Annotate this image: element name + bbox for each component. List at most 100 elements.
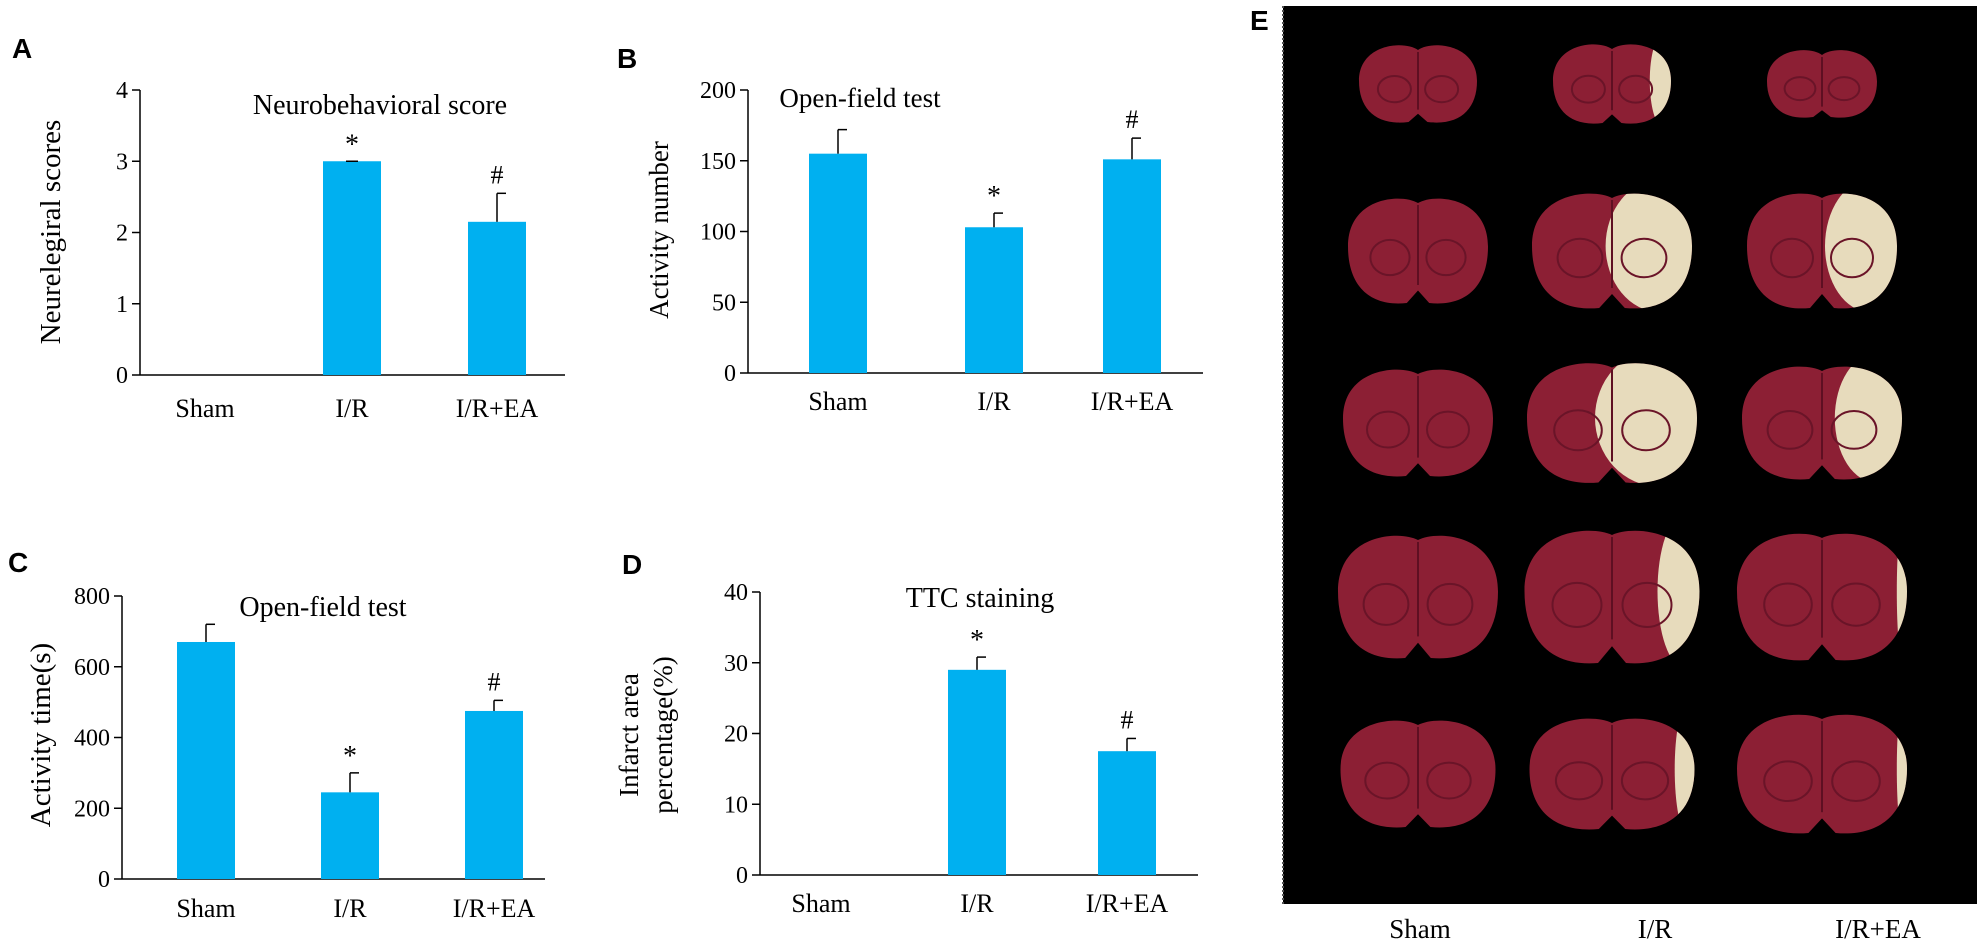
significance-marker: #: [491, 160, 504, 189]
y-tick-label: 600: [74, 655, 110, 681]
category-label: I/R: [335, 394, 369, 423]
inner-structure: [1783, 76, 1817, 102]
inner-structure: [1426, 410, 1470, 449]
inner-structure: [1620, 761, 1670, 801]
bar-i-r: [948, 669, 1006, 875]
inner-structure: [1621, 581, 1673, 628]
chart-panel-b: B Open-field test Activity number 0 50 100 150…: [617, 43, 1203, 416]
inner-structure: [1763, 760, 1813, 803]
chart-title: Open-field test: [239, 592, 406, 623]
inner-structure: [1766, 410, 1814, 450]
y-axis-label: Activity number: [644, 141, 674, 319]
significance-marker: *: [345, 129, 359, 160]
panel-letter: E: [1250, 5, 1269, 36]
category-label: I/R+EA: [1086, 889, 1169, 918]
y-tick-label: 4: [116, 78, 128, 104]
y-tick-label: 800: [74, 584, 110, 610]
category-label: I/R: [960, 889, 994, 918]
bar-i-r: [323, 161, 381, 375]
inner-structure: [1425, 238, 1467, 277]
category-label: Sham: [175, 394, 234, 423]
y-tick-label: 100: [700, 220, 736, 246]
y-axis-label: Infarct area: [614, 673, 644, 797]
significance-marker: #: [1126, 105, 1139, 134]
inner-structure: [1770, 237, 1814, 279]
category-label: I/R+EA: [456, 394, 539, 423]
inner-structure: [1554, 761, 1604, 801]
chart-panel-a: A Neurobehavioral score Neurelegiral score…: [12, 33, 565, 423]
y-axis-label: percentage(%): [648, 656, 678, 813]
y-tick-label: 0: [116, 363, 128, 389]
y-tick-label: 50: [712, 290, 736, 316]
inner-structure: [1827, 76, 1861, 102]
panel-letter: C: [8, 547, 28, 578]
category-label: I/R+EA: [1091, 387, 1174, 416]
inner-structure: [1426, 582, 1474, 626]
significance-marker: #: [1121, 705, 1134, 734]
panel-letter: A: [12, 33, 32, 64]
brain-slice: [1340, 720, 1496, 828]
inner-structure: [1424, 74, 1460, 104]
chart-title: TTC staining: [906, 583, 1055, 614]
y-axis-label: Activity time(s): [25, 643, 57, 827]
y-tick-label: 3: [116, 149, 128, 175]
panel-letter: D: [622, 549, 642, 580]
column-label: I/R+EA: [1835, 914, 1921, 944]
inner-structure: [1551, 581, 1603, 628]
significance-marker: *: [343, 741, 357, 772]
chart-panel-c: C Open-field test Activity time(s) 0 200 400 6…: [8, 547, 545, 923]
inner-structure: [1426, 761, 1472, 800]
category-label: Sham: [808, 387, 867, 416]
inner-structure: [1366, 410, 1410, 449]
y-tick-label: 20: [724, 722, 748, 748]
y-tick-label: 0: [98, 867, 110, 893]
inner-structure: [1556, 237, 1604, 279]
brain-slice: [1359, 45, 1477, 123]
inner-structure: [1553, 409, 1603, 452]
y-tick-label: 200: [700, 78, 736, 104]
chart-panel-d: D TTC staining Infarct area percentage(%) 0 1…: [614, 549, 1198, 918]
column-label: I/R: [1638, 914, 1673, 944]
y-tick-label: 10: [724, 792, 748, 818]
inner-structure: [1362, 582, 1410, 626]
bar-i-r: [321, 792, 379, 879]
inner-structure: [1620, 237, 1668, 279]
bar-i-r-ea: [468, 221, 526, 375]
inner-structure: [1621, 409, 1671, 452]
y-tick-label: 2: [116, 221, 128, 247]
panel-e-ttc-slices: E Sham I/R I/R+EA: [1250, 5, 1977, 944]
y-tick-label: 40: [724, 580, 748, 606]
y-tick-label: 150: [700, 149, 736, 175]
inner-structure: [1369, 238, 1411, 277]
brain-slice: [1343, 369, 1493, 477]
brain-slice: [1767, 50, 1877, 118]
brain-slice: [1737, 533, 1907, 661]
y-tick-label: 1: [116, 292, 128, 318]
y-axis-label: Neurelegiral scores: [35, 120, 67, 345]
inner-structure: [1831, 760, 1881, 803]
inner-structure: [1364, 761, 1410, 800]
brain-slice: [1338, 535, 1498, 659]
inner-structure: [1618, 74, 1654, 104]
bar-i-r: [965, 227, 1023, 373]
bar-sham: [809, 153, 867, 373]
chart-title: Open-field test: [779, 83, 941, 113]
category-label: Sham: [176, 894, 235, 923]
category-label: I/R+EA: [453, 894, 536, 923]
column-label: Sham: [1389, 914, 1451, 944]
y-tick-label: 0: [724, 361, 736, 387]
inner-structure: [1830, 237, 1874, 279]
significance-marker: *: [987, 181, 1001, 212]
bar-sham: [177, 641, 235, 879]
panel-letter: B: [617, 43, 637, 74]
category-label: I/R: [333, 894, 367, 923]
inner-structure: [1763, 582, 1813, 627]
inner-structure: [1570, 74, 1606, 104]
significance-marker: #: [488, 667, 501, 696]
brain-slice: [1348, 198, 1488, 304]
category-label: I/R: [977, 387, 1011, 416]
category-label: Sham: [791, 889, 850, 918]
bar-i-r-ea: [1103, 159, 1161, 373]
y-tick-label: 30: [724, 651, 748, 677]
